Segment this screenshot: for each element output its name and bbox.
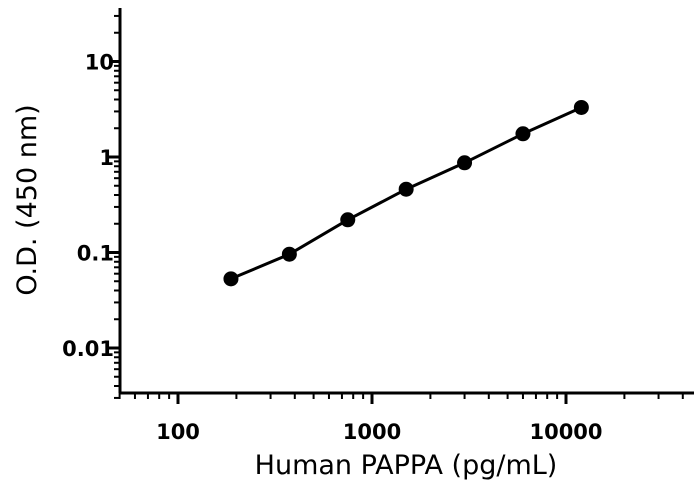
x-tick-label: 100 xyxy=(156,420,200,444)
data-point xyxy=(573,99,589,115)
x-axis: 100 1000 10000 xyxy=(118,391,694,444)
y-axis-title: O.D. (450 nm) xyxy=(12,104,43,295)
data-point xyxy=(515,126,531,142)
y-tick-label: 1 xyxy=(99,146,114,170)
x-tick-label: 1000 xyxy=(343,420,401,444)
y-axis: 0.01 0.1 1 10 xyxy=(62,8,122,399)
y-tick-label: 0.1 xyxy=(77,242,114,266)
y-tick-label: 10 xyxy=(85,51,114,75)
y-tick-label: 0.01 xyxy=(62,337,114,361)
data-point xyxy=(340,212,356,228)
data-point xyxy=(281,246,297,262)
x-tick-label: 10000 xyxy=(529,420,602,444)
data-point xyxy=(457,155,473,171)
data-point xyxy=(223,271,239,287)
x-axis-title: Human PAPPA (pg/mL) xyxy=(255,450,558,481)
plot-area xyxy=(223,99,589,287)
data-point xyxy=(398,181,414,197)
